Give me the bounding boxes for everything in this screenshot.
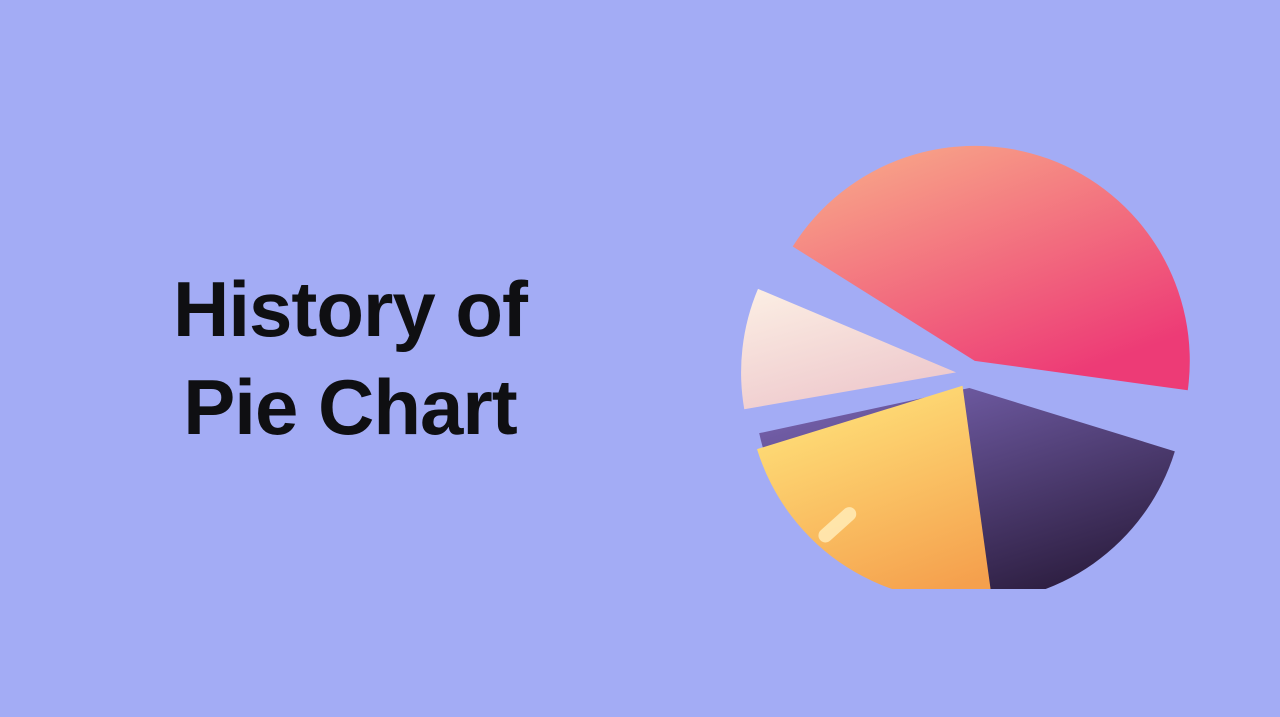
pie-chart-icon	[740, 129, 1200, 589]
title-line-2: Pie Chart	[90, 359, 610, 457]
content-area: History of Pie Chart	[0, 129, 1280, 589]
pie-slice-orange	[757, 385, 992, 588]
title-block: History of Pie Chart	[90, 261, 610, 456]
title-line-1: History of	[90, 261, 610, 359]
pie-chart-svg	[740, 129, 1200, 589]
